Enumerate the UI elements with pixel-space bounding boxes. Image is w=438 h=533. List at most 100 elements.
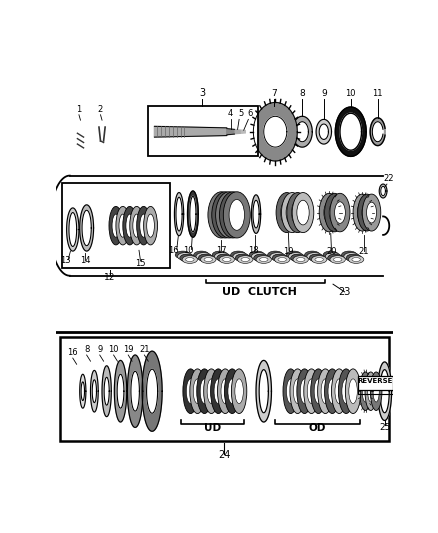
Text: 4: 4 [228, 109, 233, 118]
Text: 15: 15 [135, 259, 146, 268]
Text: 21: 21 [139, 345, 150, 354]
Ellipse shape [208, 192, 235, 238]
Ellipse shape [116, 206, 130, 245]
Ellipse shape [239, 256, 247, 260]
Ellipse shape [193, 379, 202, 403]
Ellipse shape [183, 256, 192, 260]
Ellipse shape [325, 253, 341, 260]
Ellipse shape [215, 253, 224, 257]
Ellipse shape [292, 192, 314, 232]
Ellipse shape [291, 254, 306, 262]
Ellipse shape [212, 192, 239, 238]
Ellipse shape [311, 255, 319, 259]
Ellipse shape [297, 257, 305, 262]
Text: 11: 11 [372, 90, 383, 98]
Ellipse shape [315, 257, 323, 262]
Ellipse shape [282, 192, 303, 232]
Ellipse shape [202, 256, 210, 260]
Ellipse shape [297, 369, 312, 414]
Ellipse shape [329, 255, 337, 259]
Ellipse shape [365, 372, 377, 410]
Ellipse shape [130, 206, 144, 245]
Ellipse shape [180, 254, 195, 262]
Ellipse shape [300, 379, 309, 403]
Ellipse shape [254, 254, 269, 262]
Ellipse shape [294, 256, 303, 260]
Ellipse shape [219, 256, 234, 263]
Ellipse shape [308, 253, 317, 257]
Ellipse shape [331, 256, 339, 260]
Ellipse shape [272, 254, 288, 262]
Ellipse shape [217, 254, 232, 262]
Ellipse shape [198, 254, 214, 262]
Ellipse shape [350, 256, 358, 260]
Text: 14: 14 [80, 256, 90, 264]
Ellipse shape [323, 251, 339, 259]
Text: 18: 18 [248, 246, 259, 255]
Ellipse shape [234, 253, 243, 257]
Ellipse shape [357, 202, 367, 223]
Polygon shape [131, 372, 139, 411]
Ellipse shape [304, 251, 320, 259]
Ellipse shape [339, 369, 354, 414]
Polygon shape [259, 370, 268, 413]
Ellipse shape [251, 253, 267, 260]
Ellipse shape [204, 257, 212, 262]
Ellipse shape [286, 200, 298, 225]
Ellipse shape [330, 256, 346, 263]
Ellipse shape [335, 202, 346, 223]
Ellipse shape [133, 214, 141, 237]
Polygon shape [378, 362, 392, 421]
Ellipse shape [126, 214, 134, 237]
Text: 7: 7 [271, 90, 277, 98]
Ellipse shape [182, 256, 198, 263]
Ellipse shape [344, 253, 359, 260]
Ellipse shape [330, 193, 350, 232]
Bar [62, 183, 170, 268]
Text: 17: 17 [216, 246, 227, 255]
Polygon shape [117, 374, 124, 408]
Text: 20: 20 [326, 247, 337, 256]
Polygon shape [381, 187, 385, 196]
Ellipse shape [223, 257, 231, 262]
Polygon shape [296, 122, 308, 142]
Text: 12: 12 [104, 272, 116, 281]
Ellipse shape [333, 257, 342, 262]
Polygon shape [187, 191, 198, 237]
Ellipse shape [362, 202, 372, 223]
Ellipse shape [367, 381, 374, 402]
Ellipse shape [347, 255, 356, 259]
Ellipse shape [214, 199, 229, 230]
Polygon shape [92, 380, 96, 402]
Polygon shape [102, 366, 111, 417]
Ellipse shape [218, 255, 226, 259]
Ellipse shape [201, 256, 216, 263]
Ellipse shape [109, 206, 123, 245]
Ellipse shape [286, 251, 301, 259]
Ellipse shape [290, 253, 298, 257]
Ellipse shape [271, 253, 279, 257]
Polygon shape [336, 107, 366, 156]
Ellipse shape [144, 206, 158, 245]
Ellipse shape [292, 255, 300, 259]
Polygon shape [235, 130, 240, 134]
Ellipse shape [256, 256, 272, 263]
Text: 16: 16 [168, 246, 179, 255]
Polygon shape [253, 200, 259, 228]
Ellipse shape [207, 379, 215, 403]
Ellipse shape [273, 255, 282, 259]
Ellipse shape [313, 256, 321, 260]
Polygon shape [81, 382, 85, 400]
Ellipse shape [304, 369, 319, 414]
Ellipse shape [223, 192, 250, 238]
Ellipse shape [237, 256, 253, 263]
Ellipse shape [307, 253, 322, 260]
Polygon shape [147, 369, 158, 413]
Ellipse shape [329, 202, 340, 223]
Ellipse shape [123, 206, 137, 245]
Ellipse shape [270, 253, 285, 260]
Polygon shape [114, 360, 127, 422]
Ellipse shape [288, 253, 304, 260]
Ellipse shape [328, 379, 336, 403]
Text: UD  CLUTCH: UD CLUTCH [223, 287, 297, 297]
